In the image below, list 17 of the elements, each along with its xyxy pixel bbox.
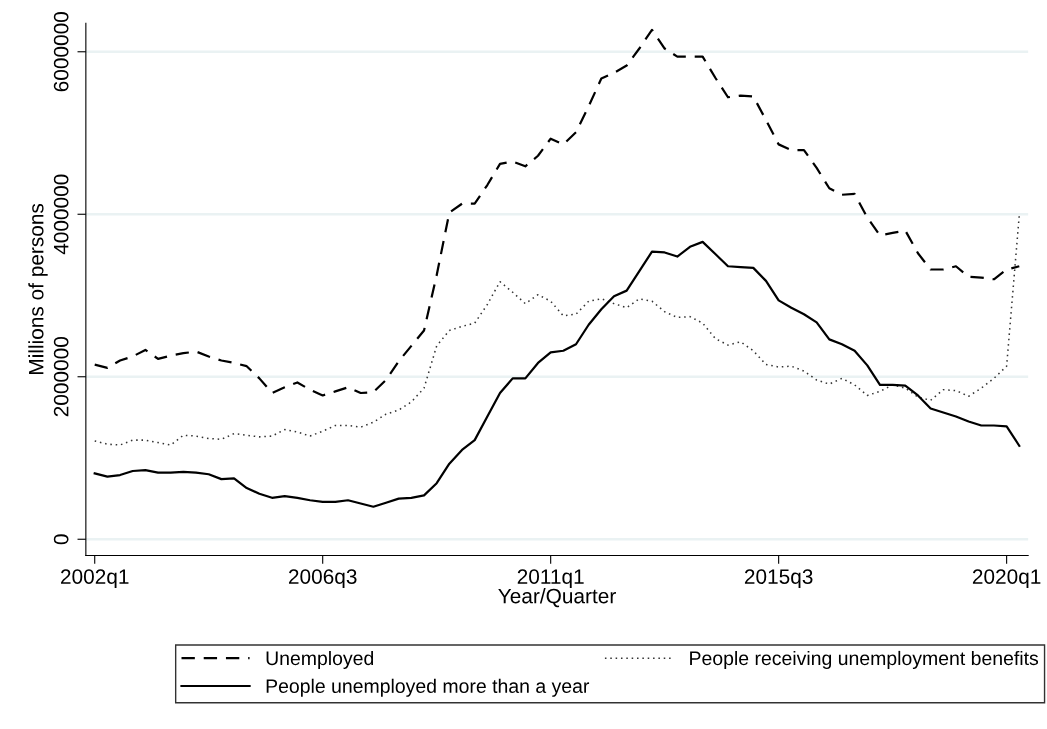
line-series: [93, 28, 1021, 397]
line-series: [93, 214, 1021, 446]
x-tick-label: 2015q3: [744, 569, 813, 589]
x-tick-label: 2002q1: [61, 569, 129, 589]
legend-label: People receiving unemployment benefits: [690, 650, 1039, 669]
x-tick-label: 2020q1: [972, 569, 1041, 589]
line-series: [93, 240, 1021, 508]
y-axis-title: Millions of persons: [28, 203, 48, 374]
x-tick-label: 2011q1: [517, 569, 584, 589]
y-tick-label: 6000000: [53, 12, 69, 92]
y-tick-label: 4000000: [53, 174, 69, 255]
x-tick-label: 2006q3: [288, 569, 357, 589]
legend-label: People unemployed more than a year: [266, 678, 590, 697]
x-axis-title: Year/Quarter: [498, 588, 616, 608]
legend-label: Unemployed: [266, 650, 374, 669]
y-tick-label: 0: [53, 534, 69, 545]
y-tick-label: 2000000: [53, 337, 69, 417]
